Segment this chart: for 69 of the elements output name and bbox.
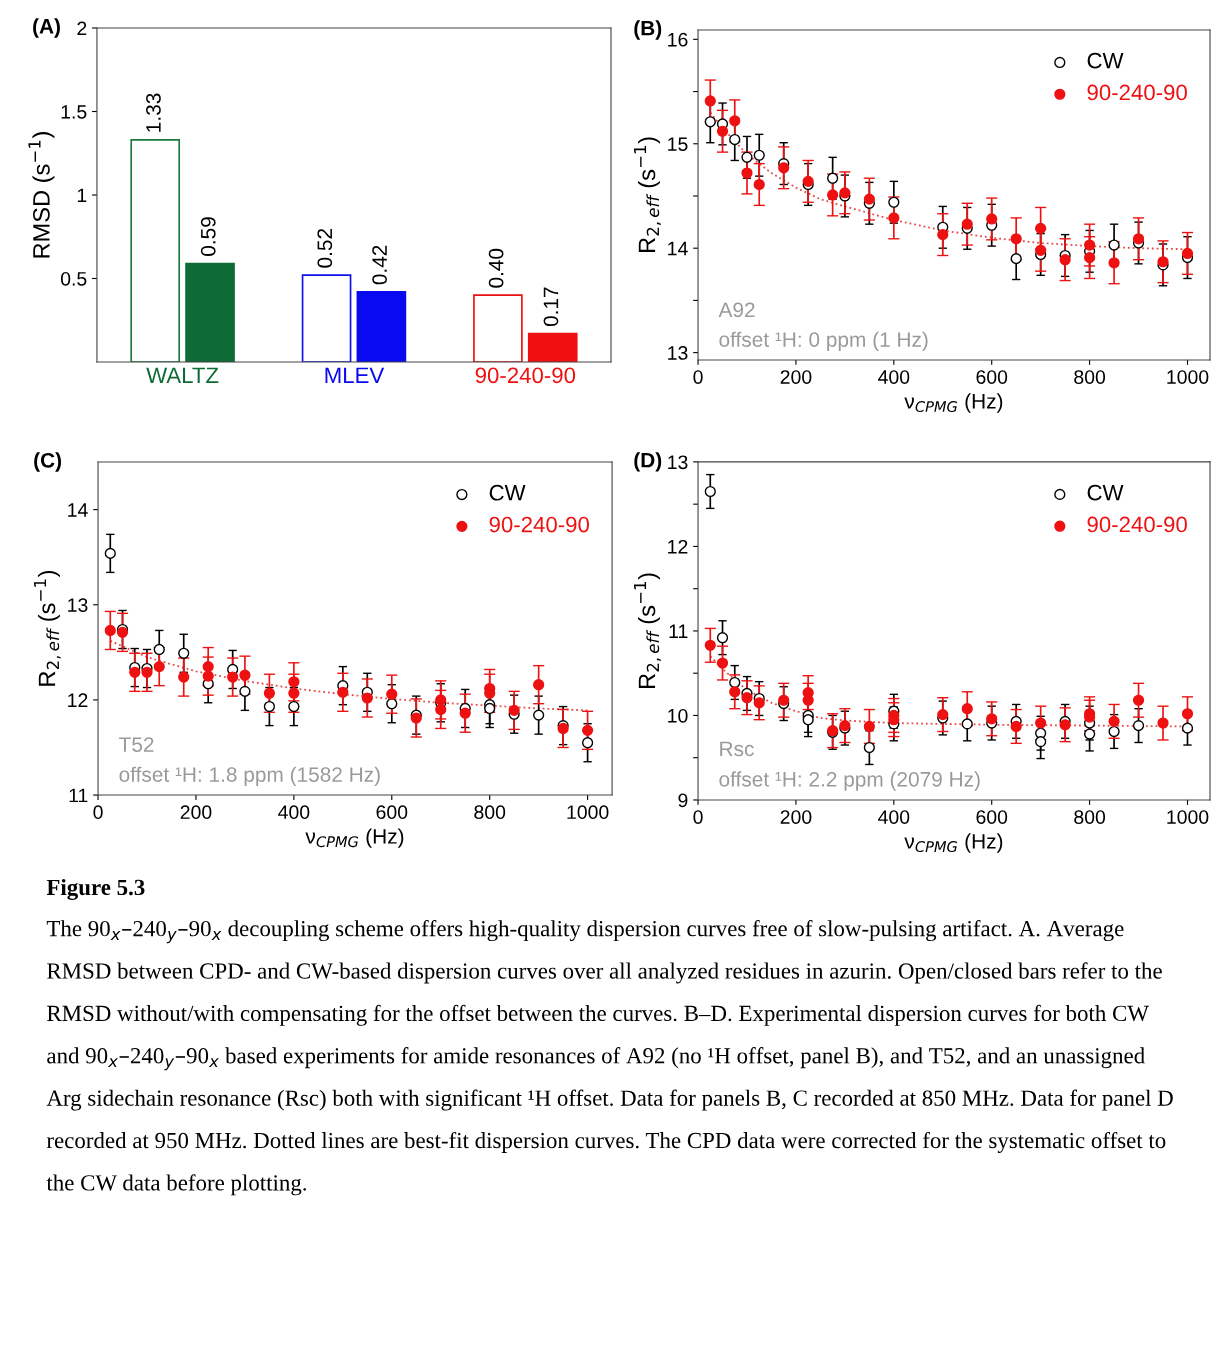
- x-tick-label: 800: [1074, 370, 1106, 384]
- y-tick-label: 16: [668, 32, 688, 47]
- x-tick-label: 400: [278, 805, 310, 820]
- data-label: 0.40: [488, 248, 504, 288]
- y-tick-label: 1: [77, 188, 87, 203]
- y-axis-title: R$_{2,eff}$ (s$^{−1}$): [633, 137, 661, 253]
- legend-label: CW: [1087, 52, 1124, 69]
- chart-title: (A): [33, 18, 60, 38]
- annotation: offset ¹H: 0 ppm (1 Hz): [719, 331, 928, 352]
- y-tick-label: 9: [678, 793, 688, 808]
- x-tick-label: 1000: [567, 805, 609, 820]
- y-axis-title: R$_{2,eff}$ (s$^{−1}$): [33, 571, 61, 686]
- legend-label: 90-240-90: [1087, 84, 1187, 101]
- x-tick-label: 600: [976, 810, 1008, 824]
- annotation: offset ¹H: 1.8 ppm (1582 Hz): [119, 766, 380, 787]
- annotation: offset ¹H: 2.2 ppm (2079 Hz): [719, 771, 980, 791]
- legend-label: 90-240-90: [1087, 516, 1187, 533]
- y-tick-label: 11: [69, 788, 88, 803]
- x-tick-label: 200: [180, 805, 212, 820]
- y-tick-label: 13: [668, 346, 688, 360]
- legend-label: CW: [489, 484, 526, 501]
- y-tick-label: 0.5: [60, 271, 87, 286]
- legend-label: 90-240-90: [489, 516, 590, 533]
- legend-label: CW: [1087, 484, 1124, 501]
- text: The 90$_{x}$–240$_{y}$–90$_{x}$ decoupling scheme offers high-quality dispersion curves free of slow-pulsing artifact. A. Average RMSD between CPD- and CW-based dispersion curves over all analyzed residues in azurin. Open/closed bars refer to the RMSD without/with compensating for the offset between the curves. B–D. Experimental dispersion curves for both CW and 90$_{x}$–240$_{y}$–90$_{x}$ based experiments for amide resonances of A92 (no ¹H offset, panel B), and T52, and an unassigned Arg sidechain resonance (Rsc) both with significant ¹H offset. Data for panels B, C recorded at 850 MHz. Data for panel D recorded at 950 MHz. Dotted lines are best-fit dispersion curves. The CPD data were corrected for the systematic offset to the CW data before plotting.: [46, 919, 1173, 1196]
- x-axis-title: ν$_{CPMG}$ (Hz): [904, 393, 1003, 413]
- chart-title: (B): [634, 20, 662, 40]
- y-tick-label: 2: [77, 21, 87, 36]
- y-tick-label: 1.5: [61, 105, 87, 119]
- data-label: 0.42: [372, 245, 387, 285]
- x-tick-label: MLEV: [325, 367, 385, 383]
- x-axis-title: ν$_{CPMG}$ (Hz): [904, 833, 1003, 853]
- data-label: 1.33: [146, 93, 161, 132]
- y-tick-label: 13: [668, 455, 688, 470]
- x-tick-label: 0: [693, 370, 703, 384]
- x-tick-label: 200: [780, 370, 812, 384]
- x-tick-label: 400: [878, 370, 910, 384]
- x-tick-label: 0: [93, 805, 103, 820]
- x-tick-label: 0: [693, 810, 703, 824]
- x-tick-label: 800: [474, 805, 506, 820]
- x-tick-label: WALTZ: [146, 367, 219, 383]
- y-tick-label: 15: [668, 137, 688, 151]
- y-tick-label: 11: [669, 624, 688, 638]
- y-tick-label: 14: [68, 503, 88, 517]
- data-label: 0.59: [200, 217, 216, 256]
- x-tick-label: 600: [976, 370, 1008, 384]
- data-label: 0.17: [543, 287, 559, 327]
- y-axis-title: R$_{2,eff}$ (s$^{−1}$): [633, 573, 661, 689]
- data-label: 0.52: [317, 228, 333, 268]
- x-tick-label: 600: [376, 805, 408, 820]
- x-tick-label: 800: [1074, 810, 1106, 824]
- x-tick-label: 200: [780, 810, 812, 824]
- y-tick-label: 10: [668, 708, 688, 723]
- x-tick-label: 400: [878, 810, 910, 824]
- x-tick-label: 90-240-90: [475, 367, 576, 384]
- chart-title: (D): [634, 452, 662, 472]
- annotation: A92: [718, 302, 755, 318]
- x-tick-label: 1000: [1167, 370, 1209, 384]
- y-tick-label: 12: [668, 539, 688, 554]
- y-tick-label: 14: [668, 241, 688, 256]
- annotation: Rsc: [720, 741, 754, 757]
- x-axis-title: ν$_{CPMG}$ (Hz): [305, 828, 404, 848]
- annotation: T52: [119, 737, 154, 752]
- y-axis-title: RMSD (s$^{−1}$): [28, 132, 55, 258]
- y-tick-label: 12: [68, 693, 88, 707]
- x-tick-label: 1000: [1167, 810, 1209, 824]
- text: Figure 5.3: [46, 878, 145, 900]
- chart-title: (C): [34, 452, 62, 472]
- y-tick-label: 13: [68, 598, 88, 612]
